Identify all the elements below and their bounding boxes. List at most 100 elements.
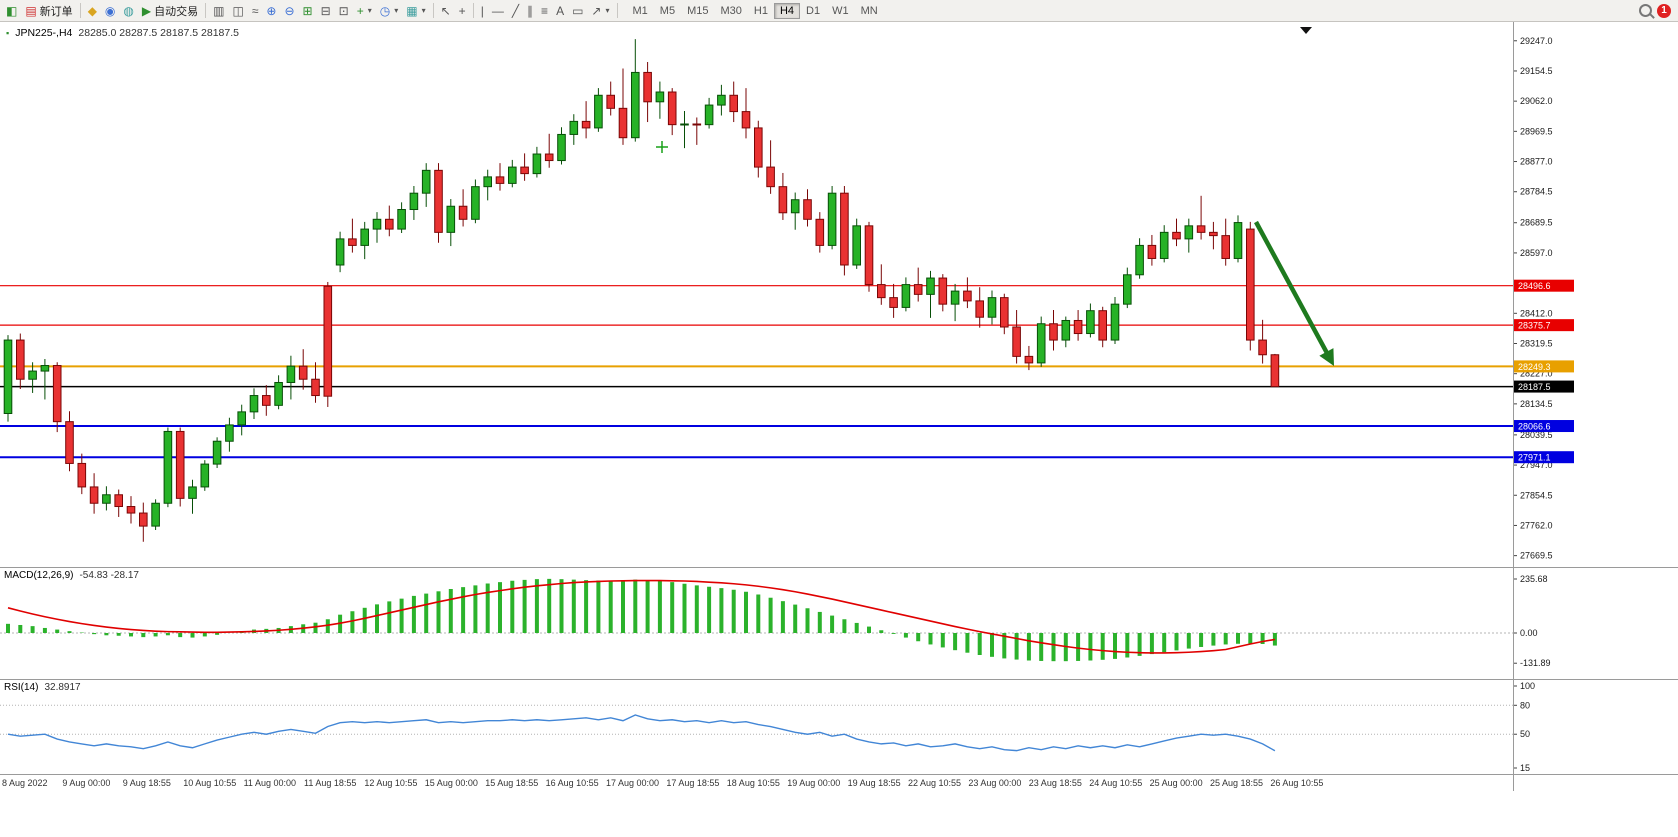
templates-icon: ▦ [406,3,418,18]
zoom-in-icon: ⊕ [266,3,277,18]
crosshair-tool-button[interactable]: + [455,2,470,20]
zoom-out-icon: ⊖ [284,3,295,18]
svg-text:28597.0: 28597.0 [1520,248,1553,258]
time-label: 16 Aug 10:55 [545,778,599,788]
label-tool-button[interactable]: ▭ [568,2,587,20]
cascade-windows-icon: ⊟ [320,3,331,18]
toolbar-separator [472,3,474,18]
macd-panel[interactable]: 235.68 0.00 -131.89 [0,568,1678,679]
timeframe-button-d1[interactable]: D1 [800,3,826,19]
svg-text:50: 50 [1520,729,1530,739]
candle-chart-button[interactable]: ◫ [228,2,247,20]
svg-text:-131.89: -131.89 [1520,658,1551,668]
svg-text:28319.5: 28319.5 [1520,338,1553,348]
time-label: 9 Aug 00:00 [62,778,111,788]
timeframe-button-h4[interactable]: H4 [773,2,800,19]
new-order-icon: ▤ [25,3,37,18]
timeframe-button-w1[interactable]: W1 [826,3,855,19]
time-axis[interactable]: 8 Aug 2022 9 Aug 00:00 9 Aug 18:55 10 Aug 1… [0,775,1678,791]
svg-text:28249.3: 28249.3 [1518,362,1551,372]
gold-icon: ◆ [87,3,97,18]
time-label: 25 Aug 18:55 [1210,778,1264,788]
templates-button[interactable]: ▦ ▾ [402,2,429,20]
panel-separator[interactable] [0,567,1678,568]
price-axis-labels: 29247.0 29154.5 29062.0 28969.5 28877.0 28784… [1513,36,1574,561]
sound-button[interactable]: ◍ [119,2,137,20]
timeframe-button-h1[interactable]: H1 [748,3,774,19]
timeframe-button-m15[interactable]: M15 [681,3,714,19]
timeframe-button-m30[interactable]: M30 [714,3,747,19]
rsi-value: 32.8917 [44,682,81,693]
svg-text:100: 100 [1520,681,1535,691]
svg-text:28134.5: 28134.5 [1520,399,1553,409]
macd-values: -54.83 -28.17 [79,570,139,581]
time-label: 19 Aug 18:55 [847,778,901,788]
time-label: 10 Aug 10:55 [183,778,237,788]
zoom-in-button[interactable]: ⊕ [262,2,280,20]
line-chart-icon: ≈ [251,3,259,18]
zoom-out-button[interactable]: ⊖ [280,2,298,20]
tile-windows-icon: ⊞ [302,3,313,18]
svg-text:28066.6: 28066.6 [1518,422,1551,432]
new-order-button[interactable]: ▤ 新订单 [21,2,76,20]
chart-title-overlay: ▪ JPN225-,H4 28285.0 28287.5 28187.5 281… [6,27,239,39]
toolbar-separator [205,3,207,18]
notification-badge[interactable]: 1 [1657,3,1671,18]
cascade-windows-button[interactable]: ⊟ [317,2,335,20]
fibonacci-tool-button[interactable]: ≡ [537,2,552,20]
time-label: 12 Aug 10:55 [364,778,418,788]
fibonacci-icon: ≡ [541,3,549,18]
horizontal-line-icon: — [491,3,504,18]
toolbar-separator [616,3,618,18]
cursor-tool-button[interactable]: ↖ [437,2,455,20]
time-label: 18 Aug 10:55 [726,778,780,788]
chevron-down-icon: ▾ [394,6,399,15]
svg-text:28375.7: 28375.7 [1518,321,1551,331]
toolbar-separator [79,3,81,18]
search-icon[interactable] [1639,4,1652,17]
tile-windows-button[interactable]: ⊞ [299,2,317,20]
text-tool-button[interactable]: A [552,2,568,20]
toolbar-right: 1 [1639,3,1676,18]
horizontal-line-tool-button[interactable]: — [488,2,508,20]
time-label: 19 Aug 00:00 [787,778,841,788]
main-chart-panel[interactable]: 29247.0 29154.5 29062.0 28969.5 28877.0 28784… [0,22,1678,567]
channel-tool-button[interactable]: ∥ [523,2,537,20]
timeframe-button-mn[interactable]: MN [855,3,884,19]
indicators-button[interactable]: + ▾ [353,2,376,20]
bar-chart-button[interactable]: ▥ [209,2,228,20]
time-label: 22 Aug 10:55 [908,778,962,788]
chart-window-button[interactable]: ◧ [2,2,21,20]
periods-button[interactable]: ◷ ▾ [376,2,403,20]
symbol-period-label: JPN225-,H4 [15,27,73,39]
rsi-panel[interactable]: 100 80 50 15 [0,680,1678,774]
vertical-line-tool-button[interactable]: | [477,2,488,20]
accounts-icon: ◉ [104,3,116,18]
timeframe-button-m1[interactable]: M1 [627,3,654,19]
accounts-button[interactable]: ◉ [101,2,119,20]
label-tool-icon: ▭ [572,3,584,18]
chart-window-icon: ◧ [6,3,18,18]
svg-text:27669.5: 27669.5 [1520,551,1553,561]
shapes-tool-button[interactable]: ↗ ▾ [587,2,613,20]
bar-chart-icon: ▥ [213,3,225,18]
timeframe-button-m5[interactable]: M5 [654,3,681,19]
crosshair-icon: + [458,3,466,18]
clock-icon: ◷ [379,3,391,18]
line-chart-button[interactable]: ≈ [248,2,263,20]
auto-trading-button[interactable]: ▶ 自动交易 [138,2,202,20]
chevron-down-icon: ▾ [367,6,372,15]
panel-separator[interactable] [0,679,1678,680]
chevron-down-icon: ▾ [421,6,426,15]
shapes-icon: ↗ [591,3,602,18]
time-label: 11 Aug 00:00 [243,778,296,788]
svg-text:28412.0: 28412.0 [1520,308,1553,318]
trendline-tool-button[interactable]: ╱ [508,2,523,20]
hlines-layer [0,285,1513,459]
svg-text:235.68: 235.68 [1520,574,1548,584]
svg-text:28877.0: 28877.0 [1520,157,1553,167]
gold-button[interactable]: ◆ [84,2,101,20]
svg-text:15: 15 [1520,763,1530,773]
time-label: 15 Aug 00:00 [424,778,478,788]
arrange-windows-button[interactable]: ⊡ [335,2,353,20]
